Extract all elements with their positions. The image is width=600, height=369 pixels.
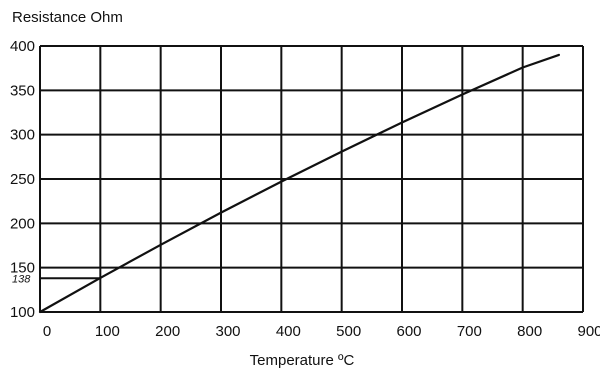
y-tick-label-1: 150: [10, 260, 35, 277]
x-tick-label-3: 300: [215, 323, 240, 340]
x-tick-label-9: 900: [577, 323, 600, 340]
grid: [39, 45, 584, 313]
x-tick-label-1: 100: [95, 323, 120, 340]
y-axis-label: Resistance Ohm: [12, 9, 123, 26]
x-tick-label-7: 700: [457, 323, 482, 340]
y-tick-label-3: 250: [10, 171, 35, 188]
x-tick-label-0: 0: [43, 323, 51, 340]
y-tick-label-4: 300: [10, 127, 35, 144]
series: [38, 53, 561, 314]
y-tick-label-6: 400: [10, 38, 35, 55]
y-tick-label-2: 200: [10, 215, 35, 232]
x-tick-label-8: 800: [517, 323, 542, 340]
y-tick-label-0: 100: [10, 304, 35, 321]
x-tick-label-2: 200: [155, 323, 180, 340]
annotation-label-0: 138: [12, 273, 31, 285]
annotations: 138: [12, 273, 101, 285]
x-tick-label-5: 500: [336, 323, 361, 340]
y-tick-labels: 100 150 200 250 300 350 400: [10, 38, 35, 321]
series-line-0: [38, 53, 561, 314]
y-tick-label-5: 350: [10, 82, 35, 99]
x-tick-label-4: 400: [276, 323, 301, 340]
x-tick-label-6: 600: [396, 323, 421, 340]
x-tick-labels: 0 100 200 300 400 500 600 700 800 900: [43, 323, 600, 340]
x-axis-label: Temperature ºC: [250, 352, 355, 369]
